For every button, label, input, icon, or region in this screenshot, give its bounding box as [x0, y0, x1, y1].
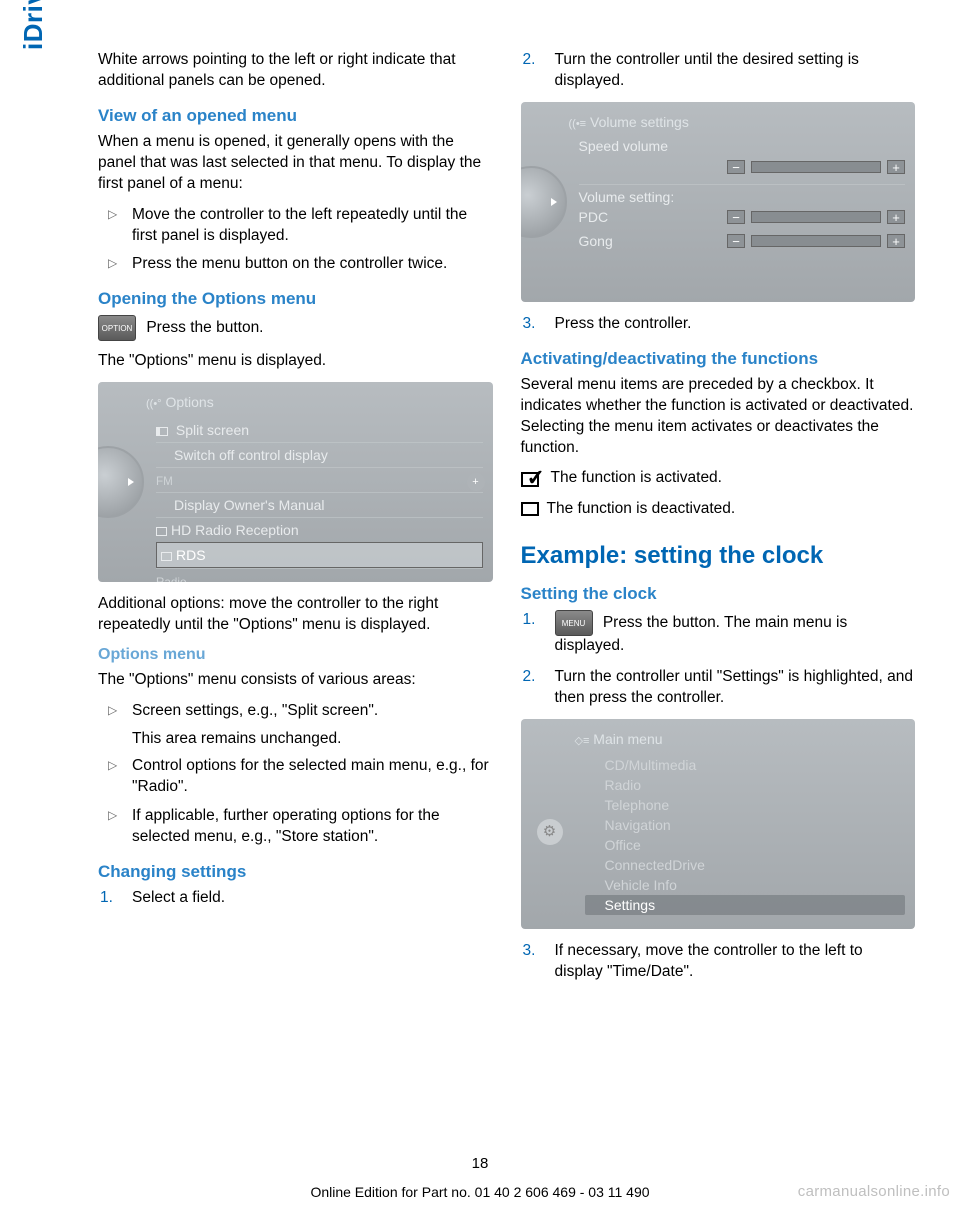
- view-bullets: Move the controller to the left repeated…: [98, 205, 493, 276]
- mainmenu-item-highlighted: Settings: [585, 895, 906, 915]
- options-consists-text: The "Options" menu consists of various a…: [98, 670, 493, 691]
- press-button-row: OPTION Press the button.: [98, 315, 493, 341]
- press-button-text: Press the button.: [146, 319, 263, 336]
- slider-row-tall: Speed volume: [579, 138, 906, 154]
- option-button-icon: OPTION: [98, 315, 136, 341]
- slider-row: PDC −+: [579, 205, 906, 229]
- step-item: 3.If necessary, move the controller to t…: [521, 941, 916, 983]
- dial-icon: [98, 446, 144, 518]
- mainmenu-item: CD/Multimedia: [585, 755, 906, 775]
- mainmenu-screenshot: ⚙ ◇≡ Main menu CD/Multimedia Radio Telep…: [521, 719, 916, 929]
- bullet-item: Press the menu button on the controller …: [98, 254, 493, 275]
- mainmenu-item: Navigation: [585, 815, 906, 835]
- menu-item: FM: [156, 467, 483, 492]
- changing-step3: 3.Press the controller.: [521, 314, 916, 335]
- bullet-item: Move the controller to the left repeated…: [98, 205, 493, 247]
- step-item: 2.Turn the controller until "Settings" i…: [521, 667, 916, 709]
- mainmenu-item: Vehicle Info: [585, 875, 906, 895]
- menu-item: HD Radio Reception: [156, 517, 483, 542]
- menu-item: Radio: [156, 568, 483, 582]
- heading-activating: Activating/deactivating the functions: [521, 349, 916, 369]
- menu-button-icon: MENU: [555, 610, 593, 636]
- step-item: 3.Press the controller.: [521, 314, 916, 335]
- changing-steps: 1.Select a field.: [98, 888, 493, 909]
- changing-steps-continued: 2.Turn the controller until the desired …: [521, 50, 916, 92]
- checkbox-checked-icon: [521, 469, 543, 487]
- step-item: 1.Select a field.: [98, 888, 493, 909]
- page-number: 18: [472, 1155, 489, 1172]
- subheading-options-menu: Options menu: [98, 646, 493, 664]
- slider-row: Gong −+: [579, 229, 906, 253]
- dial-icon: [521, 166, 567, 238]
- heading-setting-clock: Setting the clock: [521, 584, 916, 604]
- options-displayed-text: The "Options" menu is displayed.: [98, 351, 493, 372]
- right-column: 2.Turn the controller until the desired …: [521, 50, 916, 993]
- heading-view-opened-menu: View of an opened menu: [98, 106, 493, 126]
- mainmenu-item: Telephone: [585, 795, 906, 815]
- menu-item-selected: RDS: [156, 542, 483, 568]
- gear-icon: ⚙: [537, 819, 563, 845]
- mainmenu-item: ConnectedDrive: [585, 855, 906, 875]
- step-item: 2.Turn the controller until the desired …: [521, 50, 916, 92]
- content-columns: White arrows pointing to the left or rig…: [0, 0, 960, 993]
- heading-opening-options: Opening the Options menu: [98, 289, 493, 309]
- heading-changing-settings: Changing settings: [98, 862, 493, 882]
- bullet-item: Control options for the selected main me…: [98, 756, 493, 798]
- options-screenshot: + ((•° Options Split screen Switch off c…: [98, 382, 493, 582]
- bullet-item: If applicable, further operating options…: [98, 806, 493, 848]
- clock-step3: 3.If necessary, move the controller to t…: [521, 941, 916, 983]
- function-activated-row: The function is activated.: [521, 468, 916, 489]
- options-bullets: Screen settings, e.g., "Split screen". T…: [98, 701, 493, 848]
- left-column: White arrows pointing to the left or rig…: [98, 50, 493, 993]
- menu-item: Split screen: [156, 418, 483, 442]
- mainmenu-item: Office: [585, 835, 906, 855]
- intro-text: White arrows pointing to the left or rig…: [98, 50, 493, 92]
- menu-item: Display Owner's Manual: [156, 492, 483, 517]
- bullet-item: Screen settings, e.g., "Split screen".: [98, 701, 493, 722]
- function-deactivated-row: The function is deactivated.: [521, 499, 916, 520]
- screenshot-title: ((•≡ Volume settings: [569, 114, 906, 130]
- watermark: carmanualsonline.info: [798, 1183, 950, 1200]
- volume-screenshot: ((•≡ Volume settings Speed volume −+ Vol…: [521, 102, 916, 302]
- footer-text: Online Edition for Part no. 01 40 2 606 …: [310, 1184, 649, 1200]
- screenshot-title: ◇≡ Main menu: [575, 731, 906, 747]
- menu-item: Switch off control display: [156, 442, 483, 467]
- side-label: iDrive: [18, 0, 49, 50]
- slider-header: Volume setting:: [579, 184, 906, 205]
- mainmenu-item: Radio: [585, 775, 906, 795]
- bullet-sub-text: This area remains unchanged.: [98, 730, 493, 748]
- checkbox-empty-icon: [521, 502, 539, 516]
- slider-row: −+: [579, 156, 906, 178]
- activating-paragraph: Several menu items are preceded by a che…: [521, 375, 916, 459]
- screenshot-title: ((•° Options: [146, 394, 483, 410]
- heading-example-clock: Example: setting the clock: [521, 542, 916, 570]
- step-item: 1. MENU Press the button. The main menu …: [521, 610, 916, 657]
- clock-steps: 1. MENU Press the button. The main menu …: [521, 610, 916, 709]
- additional-options-text: Additional options: move the controller …: [98, 594, 493, 636]
- view-paragraph: When a menu is opened, it generally open…: [98, 132, 493, 195]
